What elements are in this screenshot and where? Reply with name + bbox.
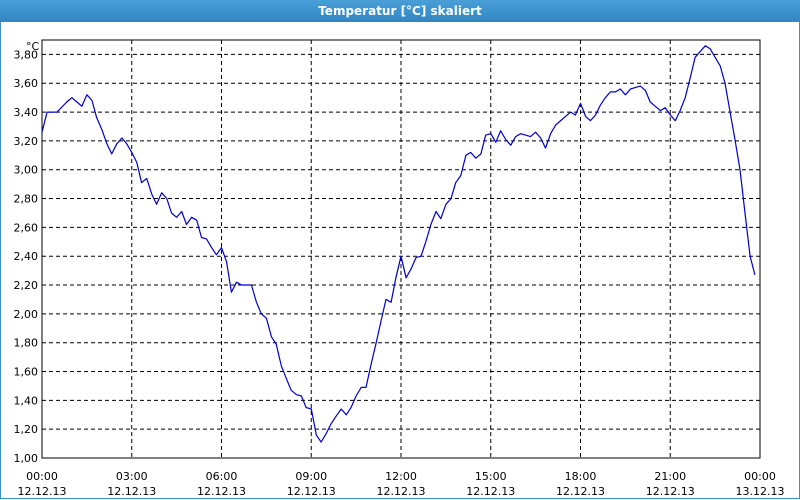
x-tick-time-label: 03:00 <box>116 470 148 483</box>
series <box>41 45 756 443</box>
x-axis: 00:00 12.12.13 03:00 12.12.13 06:00 12.12.13 0… <box>18 470 785 498</box>
x-tick-date-label: 12.12.13 <box>646 485 695 498</box>
grid <box>42 40 760 458</box>
y-tick-label: 2,80 <box>14 193 39 206</box>
y-tick-label: 1,00 <box>14 452 39 465</box>
y-axis-unit-label: °C <box>26 40 40 53</box>
x-tick-date-label: 13.12.13 <box>736 485 785 498</box>
y-tick-label: 2,20 <box>14 279 39 292</box>
x-tick-date-label: 12.12.13 <box>287 485 336 498</box>
x-tick-date-label: 12.12.13 <box>466 485 515 498</box>
x-tick-time-label: 15:00 <box>475 470 507 483</box>
y-tick-label: 3,60 <box>14 77 39 90</box>
plot-area <box>41 39 761 459</box>
y-axis: 1,00 1,20 1,40 1,60 1,80 2,00 2,20 2,40 2,60 2,80… <box>14 48 39 465</box>
y-tick-label: 2,00 <box>14 308 39 321</box>
y-tick-label: 3,40 <box>14 106 39 119</box>
x-tick-date-label: 12.12.13 <box>197 485 246 498</box>
y-tick-label: 3,00 <box>14 164 39 177</box>
temperature-series-line <box>41 45 756 443</box>
x-tick-time-label: 21:00 <box>654 470 686 483</box>
y-tick-label: 1,80 <box>14 337 39 350</box>
chart-title: Temperatur [°C] skaliert <box>0 0 800 22</box>
x-tick-date-label: 12.12.13 <box>107 485 156 498</box>
y-tick-label: 3,80 <box>14 48 39 61</box>
x-tick-time-label: 18:00 <box>565 470 597 483</box>
y-tick-label: 2,40 <box>14 250 39 263</box>
x-tick-time-label: 00:00 <box>744 470 776 483</box>
y-tick-label: 2,60 <box>14 221 39 234</box>
y-tick-label: 3,20 <box>14 135 39 148</box>
temperature-chart: 1,00 1,20 1,40 1,60 1,80 2,00 2,20 2,40 2,60 2,80… <box>14 39 785 498</box>
y-tick-label: 1,20 <box>14 423 39 436</box>
x-tick-date-label: 12.12.13 <box>377 485 426 498</box>
y-tick-label: 1,60 <box>14 366 39 379</box>
x-tick-date-label: 12.12.13 <box>556 485 605 498</box>
x-tick-time-label: 09:00 <box>295 470 327 483</box>
x-tick-time-label: 12:00 <box>385 470 417 483</box>
y-tick-label: 1,40 <box>14 394 39 407</box>
x-tick-time-label: 00:00 <box>26 470 58 483</box>
x-tick-date-label: 12.12.13 <box>18 485 67 498</box>
x-tick-time-label: 06:00 <box>206 470 238 483</box>
